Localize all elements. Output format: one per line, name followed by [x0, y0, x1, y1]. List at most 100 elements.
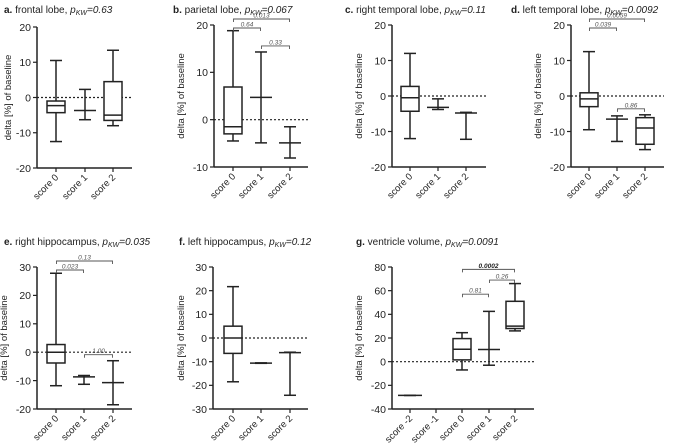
p-symbol: p — [101, 237, 108, 248]
panel-name: parietal lobe, — [185, 5, 245, 16]
x-tick-label: score 0 — [208, 413, 238, 443]
panel-name: right temporal lobe, — [356, 5, 444, 16]
y-axis-label: delta [%] of baseline — [176, 295, 187, 381]
panel-letter: e. — [4, 237, 15, 248]
p-value: =0.63 — [87, 5, 113, 16]
p-subscript: KW — [108, 242, 121, 249]
x-tick-label: score 0 — [31, 413, 61, 443]
y-axis-label: delta [%] of baseline — [0, 295, 10, 381]
x-tick-label: score 2 — [490, 413, 520, 443]
x-tick-label: score 1 — [413, 171, 443, 201]
iqr-box — [223, 86, 243, 135]
panel-d: d. left temporal lobe, pKW=0.0092 delta [… — [511, 5, 664, 201]
p-subscript: KW — [451, 242, 464, 249]
significance-bracket: 0.81 — [462, 288, 489, 298]
significance-bracket: 1.00 — [84, 348, 113, 358]
x-tick-label: score 1 — [592, 171, 622, 201]
y-tick-label: 20 — [374, 333, 386, 345]
x-tick-label: score 0 — [31, 172, 61, 202]
significance-bracket: 0.023 — [56, 264, 84, 273]
panel-title: g. ventricle volume, pKW=0.0091 — [356, 237, 499, 249]
y-tick-label: -10 — [16, 375, 31, 387]
y-tick-label: 0 — [559, 91, 565, 103]
x-tick-label: score 1 — [236, 413, 266, 443]
panel-name: ventricle volume, — [368, 237, 446, 248]
y-tick-label: 20 — [374, 20, 386, 32]
y-tick-label: 10 — [195, 309, 207, 321]
panel-title: f. left hippocampus, pKW=0.12 — [179, 237, 312, 249]
panel-letter: f. — [179, 237, 188, 248]
bracket-line — [462, 268, 515, 273]
x-tick-label: score 2 — [88, 172, 118, 202]
p-subscript: KW — [275, 242, 288, 249]
y-tick-label: 0 — [202, 114, 208, 126]
panel-name: frontal lobe, — [15, 5, 70, 16]
significance-bracket: 0.33 — [261, 39, 290, 49]
p-value-label: 0.13 — [78, 255, 91, 262]
y-axis-label: delta [%] of baseline — [354, 295, 365, 381]
significance-bracket: 0.13 — [56, 255, 113, 264]
panel-letter: g. — [356, 237, 368, 248]
box-plot-score-0 — [400, 52, 420, 140]
bracket-line — [261, 45, 290, 49]
y-axis-label: delta [%] of baseline — [3, 55, 14, 141]
box-plot-score-0 — [223, 29, 243, 142]
p-symbol: p — [444, 5, 451, 16]
box-plot-score-0 — [579, 50, 599, 131]
bracket-line — [489, 279, 515, 284]
x-tick-label: score 2 — [620, 171, 650, 201]
p-value: =0.12 — [286, 237, 312, 248]
y-tick-label: 60 — [374, 285, 386, 297]
x-tick-label: score -1 — [409, 413, 441, 445]
iqr-box — [635, 116, 655, 146]
significance-bracket: 0.0059 — [589, 13, 645, 22]
box-plot-score-1 — [73, 374, 95, 386]
p-value-label: 0.039 — [595, 22, 612, 29]
y-tick-label: -10 — [550, 126, 565, 138]
panel-b: b. parietal lobe, pKW=0.067 delta [%] of … — [173, 5, 308, 201]
box-plot-score-0 — [452, 331, 472, 371]
p-subscript: KW — [450, 10, 463, 17]
panel-f: f. left hippocampus, pKW=0.12 delta [%] o… — [176, 237, 312, 443]
y-tick-label: -40 — [371, 404, 386, 416]
p-value-label: 0.26 — [496, 274, 509, 281]
y-tick-label: 10 — [19, 319, 31, 331]
iqr-box — [505, 300, 525, 330]
y-tick-label: -30 — [192, 404, 207, 416]
p-symbol: p — [244, 5, 251, 16]
box-plot-score-0 — [46, 272, 66, 387]
panel-title: a. frontal lobe, pKW=0.63 — [4, 5, 113, 17]
y-tick-label: 0 — [380, 91, 386, 103]
y-tick-label: -10 — [371, 126, 386, 138]
iqr-box — [46, 343, 66, 364]
x-tick-label: score -2 — [383, 413, 415, 445]
panel-name: right hippocampus, — [15, 237, 102, 248]
box-plot-score-0 — [46, 59, 66, 143]
box-plot-score-1 — [606, 115, 628, 143]
x-tick-label: score 1 — [464, 413, 494, 443]
significance-bracket: 0.013 — [233, 13, 290, 22]
panel-e: e. right hippocampus, pKW=0.035 delta [%]… — [0, 237, 151, 443]
p-value: =0.11 — [461, 5, 486, 16]
panel-title: d. left temporal lobe, pKW=0.0092 — [511, 5, 659, 17]
bracket-line — [617, 108, 645, 112]
p-subscript: KW — [250, 10, 263, 17]
p-value-label: 0.023 — [62, 264, 79, 271]
box-plot-score-2 — [102, 359, 124, 406]
panel-title: e. right hippocampus, pKW=0.035 — [4, 237, 151, 249]
box-plot-score-1 — [250, 51, 272, 144]
significance-bracket: 0.039 — [589, 22, 617, 31]
bracket-line — [462, 293, 489, 298]
panel-name: left hippocampus, — [188, 237, 269, 248]
y-tick-label: 80 — [374, 262, 386, 274]
y-tick-label: -20 — [192, 380, 207, 392]
y-tick-label: -20 — [550, 162, 565, 174]
x-tick-label: score 0 — [437, 413, 467, 443]
bracket-line — [233, 27, 261, 31]
bracket-line — [84, 354, 113, 358]
y-tick-label: 0 — [201, 333, 207, 345]
y-tick-label: -20 — [16, 404, 31, 416]
p-value-label: 1.00 — [92, 348, 105, 355]
iqr-box — [223, 325, 243, 355]
box-plot-score-0 — [223, 285, 243, 383]
